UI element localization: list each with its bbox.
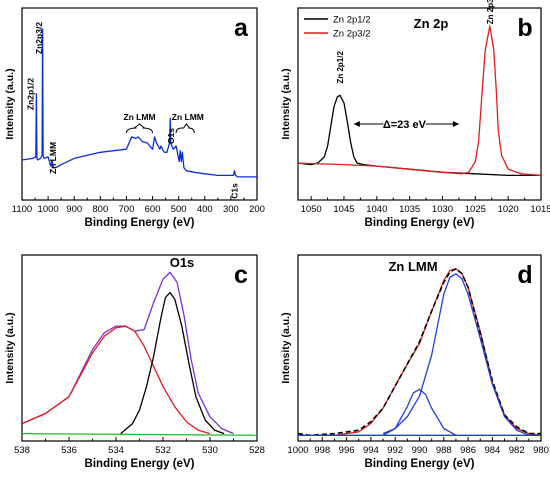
- x-tick-label: 1050: [301, 204, 322, 215]
- x-tick-label: 534: [108, 445, 124, 456]
- series-line-1: [298, 268, 542, 436]
- x-tick-label: 1000: [38, 204, 59, 215]
- peak-annotation: Zn 2p3/2: [486, 0, 495, 24]
- chart-title: Zn LMM: [388, 259, 437, 274]
- legend-entry: Zn 2p3/2: [333, 29, 371, 40]
- plot-frame: [21, 254, 258, 442]
- series-line-4: [21, 432, 258, 436]
- series-line-2: [21, 325, 211, 435]
- x-tick-label: 500: [171, 204, 187, 215]
- x-axis-label: Binding Energy (eV): [85, 217, 195, 229]
- peak-annotation: Zn2p1/2: [26, 78, 36, 110]
- plot-frame: [297, 7, 542, 201]
- peak-annotation: Zn 2p1/2: [336, 51, 345, 84]
- x-tick-label: 1020: [498, 204, 519, 215]
- x-tick-label: 982: [509, 445, 525, 456]
- peak-annotation: C1s: [229, 183, 239, 199]
- peak-annotation: Zn LMM: [172, 112, 204, 122]
- x-tick-label: 1030: [432, 204, 453, 215]
- brace-mark: [175, 123, 195, 134]
- peak-annotation: Zn LMM: [123, 112, 155, 122]
- peak-annotation: Zn LMM: [48, 142, 58, 174]
- x-tick-label: 984: [484, 445, 500, 456]
- x-tick-label: 998: [314, 445, 330, 456]
- x-tick-label: 900: [66, 204, 82, 215]
- series-line-1: [21, 271, 234, 435]
- y-axis-label: Intensity (a.u.): [280, 312, 292, 383]
- x-tick-label: 994: [363, 445, 379, 456]
- chart-title: O1s: [170, 255, 195, 270]
- legend: Zn 2p1/2 Zn 2p3/2: [304, 15, 371, 40]
- y-axis-label: Intensity (a.u.): [4, 68, 16, 139]
- legend-entry: Zn 2p1/2: [333, 15, 371, 26]
- x-tick-label: 1000: [287, 445, 308, 456]
- x-tick-label: 1035: [399, 204, 420, 215]
- brace-mark: [125, 123, 154, 134]
- x-tick-label: 200: [249, 204, 265, 215]
- panel-label: b: [517, 14, 532, 42]
- x-tick-label: 990: [412, 445, 428, 456]
- series-line-3: [120, 291, 225, 435]
- x-tick-label: 532: [155, 445, 171, 456]
- arrow-head: [452, 121, 459, 127]
- series-line-4: [382, 273, 530, 436]
- x-axis-label: Binding Energy (eV): [365, 217, 475, 229]
- series-line-1: [21, 28, 257, 178]
- x-tick-label: 988: [436, 445, 452, 456]
- x-tick-label: 1015: [530, 204, 550, 215]
- x-axis-label: Binding Energy (eV): [365, 458, 475, 470]
- y-axis-label: Intensity (a.u.): [280, 68, 292, 139]
- series-line-3: [382, 388, 457, 436]
- arrow-head: [353, 121, 360, 127]
- panel-label: c: [234, 261, 248, 289]
- x-tick-label: 536: [61, 445, 77, 456]
- series-line-2: [297, 25, 542, 177]
- panel-label: a: [234, 14, 249, 42]
- chart-panel-a: 1100 1000 900 800 700 600 500 400 300 200 Binding …: [4, 7, 265, 229]
- x-tick-label: 300: [223, 204, 239, 215]
- plot-frame: [297, 254, 542, 442]
- x-tick-label: 1100: [12, 204, 32, 215]
- x-tick-label: 980: [533, 445, 549, 456]
- chart-title: Zn 2p: [414, 16, 449, 31]
- chart-panel-b: 1050 1045 1040 1035 1030 1025 1020 1015 Binding …: [280, 0, 550, 229]
- x-tick-label: 600: [145, 204, 161, 215]
- series-line-1: [297, 94, 541, 177]
- x-tick-label: 1045: [333, 204, 354, 215]
- x-tick-label: 800: [92, 204, 108, 215]
- x-tick-label: 996: [339, 445, 355, 456]
- x-tick-label: 538: [14, 445, 30, 456]
- peak-annotation: O1s: [166, 128, 176, 144]
- chart-panel-c: 538 536 534 532 530 528 Binding Energy (eV) Int…: [4, 254, 265, 470]
- series-line-2: [297, 267, 541, 437]
- x-tick-label: 1040: [366, 204, 387, 215]
- x-tick-label: 986: [460, 445, 476, 456]
- peak-annotation: Zn2p3/2: [34, 22, 44, 54]
- x-tick-label: 400: [197, 204, 213, 215]
- x-tick-label: 1025: [465, 204, 486, 215]
- x-axis-label: Binding Energy (eV): [85, 458, 195, 470]
- x-tick-label: 530: [202, 445, 218, 456]
- delta-annotation: Δ=23 eV: [383, 119, 427, 131]
- chart-panel-d: 1000 998 996 994 992 990 988 986 984 982 980 Bindin…: [280, 254, 549, 470]
- x-tick-label: 528: [249, 445, 265, 456]
- x-tick-label: 700: [119, 204, 135, 215]
- y-axis-label: Intensity (a.u.): [4, 312, 16, 383]
- x-tick-label: 992: [387, 445, 403, 456]
- panel-label: d: [517, 261, 532, 289]
